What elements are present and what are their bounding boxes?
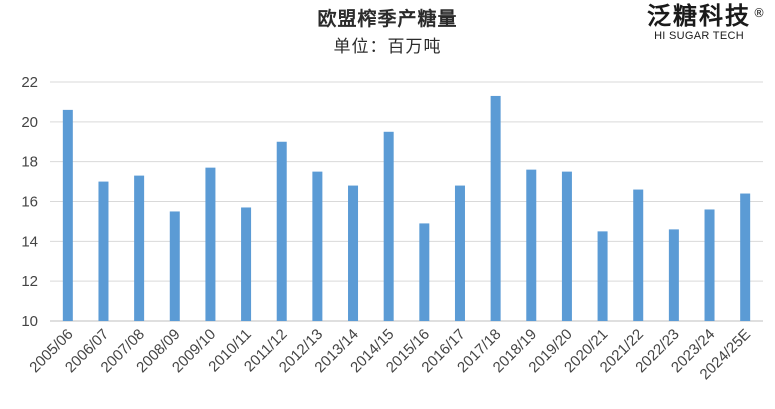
bar [62, 109, 73, 321]
bar [169, 211, 180, 321]
y-tick-label: 12 [21, 273, 38, 290]
bar [561, 171, 572, 321]
bar [633, 189, 644, 321]
bar [419, 223, 430, 321]
x-axis-labels: 2005/062006/072007/082008/092009/102010/… [26, 326, 754, 383]
logo-cn-label: 泛糖科技 [647, 2, 751, 30]
bar [454, 185, 465, 321]
grid-lines [50, 81, 763, 322]
y-tick-label: 18 [21, 154, 38, 171]
bar [383, 131, 394, 321]
bar [276, 141, 287, 321]
bar [205, 167, 216, 321]
y-axis-labels: 10 12 14 16 18 20 22 [21, 74, 38, 330]
y-tick-label: 10 [21, 313, 38, 330]
logo-text-cn: 泛糖科技 ® [637, 2, 765, 30]
chart-subtitle: 单位：百万吨 [333, 37, 442, 57]
bar [348, 185, 359, 321]
y-tick-label: 14 [21, 233, 38, 250]
bar [740, 193, 751, 321]
y-tick-label: 16 [21, 194, 38, 211]
y-tick-label: 20 [21, 114, 38, 131]
chart-title: 欧盟榨季产糖量 [317, 8, 458, 30]
bar [668, 229, 679, 321]
bar [704, 209, 715, 321]
y-tick-label: 22 [21, 74, 38, 91]
bar [490, 95, 501, 321]
bar [526, 169, 537, 321]
bars [62, 95, 751, 321]
registered-mark: ® [753, 6, 767, 20]
bar [241, 207, 252, 321]
bar [597, 231, 608, 321]
bar [312, 171, 323, 321]
bar [98, 181, 109, 321]
brand-logo: 泛糖科技 ® HI SUGAR TECH [637, 2, 765, 43]
bar [134, 175, 145, 321]
logo-text-en: HI SUGAR TECH [654, 30, 744, 42]
